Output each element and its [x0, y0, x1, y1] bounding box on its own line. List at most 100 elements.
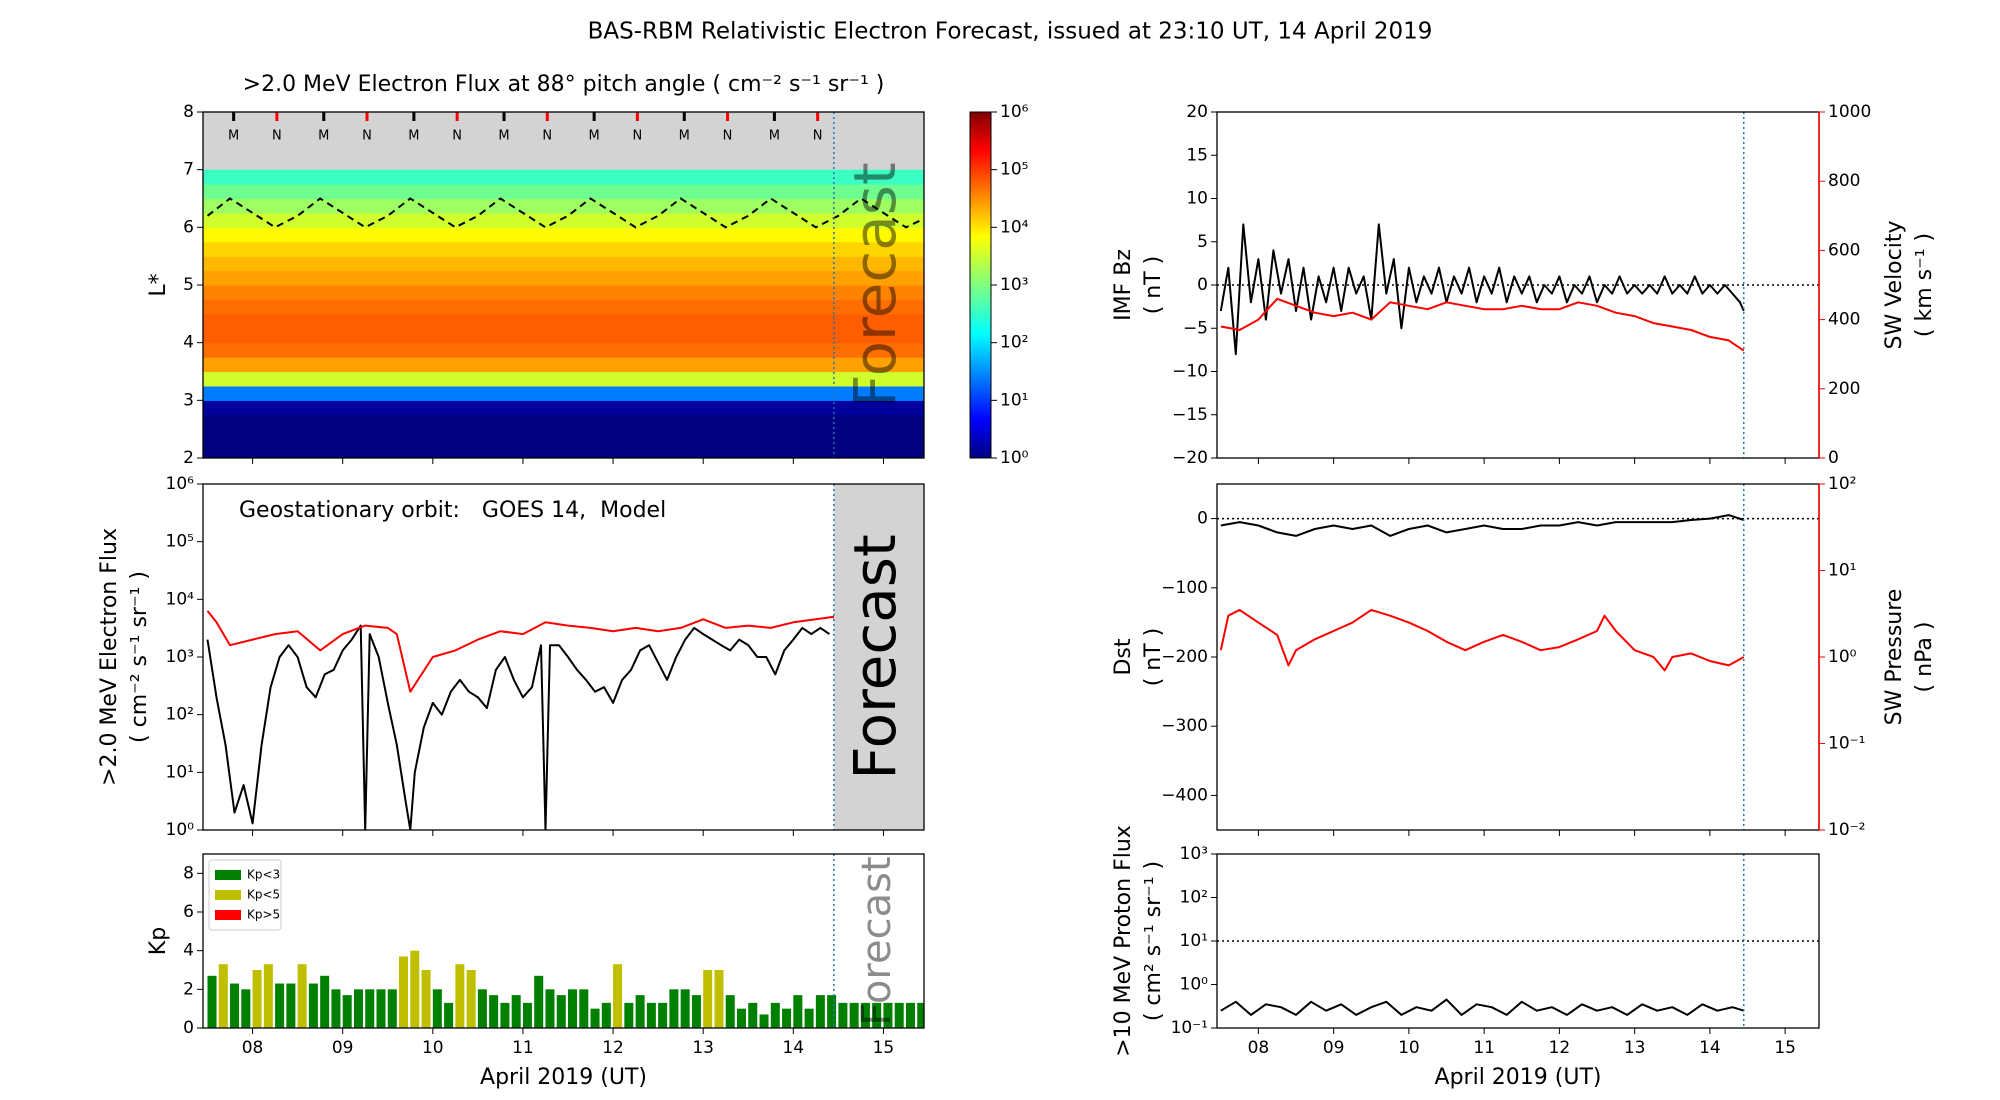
orbit-marker-label: M: [769, 129, 780, 144]
y-tick-label: 0: [1197, 275, 1208, 295]
y-tick-label: 0: [183, 1018, 194, 1038]
plot-area: Forecast: [207, 854, 924, 1028]
kp-bar: [714, 970, 724, 1028]
y2-axis-label: SW Pressure: [1882, 589, 1907, 726]
kp-bar: [320, 975, 330, 1028]
contour-line: [206, 197, 924, 229]
kp-bar: [613, 964, 623, 1028]
y-axis-label: ( nT ): [1141, 256, 1166, 315]
y-tick-label: −5: [1183, 318, 1208, 338]
heatmap-cell: [203, 256, 924, 272]
kp-bar: [297, 964, 307, 1028]
orbit-marker-label: N: [272, 129, 282, 144]
colorbar-tick-label: 10⁴: [1000, 217, 1029, 237]
data-line: [1219, 608, 1745, 672]
kp-bar: [421, 970, 431, 1028]
kp-bar: [703, 970, 713, 1028]
heatmap-cell: [203, 443, 924, 458]
kp-bar: [601, 1002, 611, 1028]
orbit-marker-label: M: [679, 129, 690, 144]
kp-bar: [241, 989, 251, 1028]
x-tick-label: 11: [1473, 1038, 1495, 1058]
kp-bar: [624, 1002, 634, 1028]
y-tick-label: 10⁰: [1180, 975, 1209, 995]
colorbar-tick-label: 10¹: [1000, 390, 1028, 410]
y-tick-label: 4: [183, 333, 194, 353]
y-axis-label: >10 MeV Proton Flux: [1111, 825, 1136, 1057]
orbit-marker-label: N: [542, 129, 552, 144]
data-line: [1219, 223, 1745, 356]
kp-bar: [736, 1008, 747, 1028]
kp-bar: [511, 995, 521, 1028]
orbit-marker-label: N: [813, 129, 823, 144]
heatmap-cell: [203, 212, 924, 228]
kp-bar: [782, 1008, 792, 1028]
y-tick-label: −200: [1161, 647, 1208, 667]
y2-tick-label: 1000: [1828, 102, 1871, 122]
heatmap-cell: [203, 184, 924, 200]
data-line: [1220, 998, 1745, 1016]
plot-area: [1217, 484, 1819, 830]
y-tick-label: 10²: [1180, 888, 1208, 908]
kp-bar: [838, 1002, 848, 1028]
kp-bar: [669, 989, 679, 1028]
heatmap-cell: [203, 198, 924, 214]
heatmap-cell: [203, 414, 924, 430]
kp-bar: [725, 995, 735, 1028]
x-tick-label: 10: [1398, 1038, 1420, 1058]
y-tick-label: 10⁵: [166, 532, 194, 552]
legend-swatch: [215, 890, 241, 900]
colorbar: [969, 111, 992, 459]
kp-bar: [849, 1002, 859, 1028]
data-line: [1220, 297, 1745, 352]
data-line: [206, 624, 830, 830]
colorbar-tick-label: 10³: [1000, 275, 1028, 295]
kp-bar: [568, 989, 578, 1028]
y-tick-label: 10³: [166, 647, 194, 667]
kp-bar: [770, 1002, 780, 1028]
kp-bar: [646, 1002, 656, 1028]
y-tick-label: 10⁻¹: [1171, 1018, 1208, 1038]
heatmap-cell: [203, 400, 924, 416]
kp-bar: [883, 1002, 893, 1028]
heatmap-cell: [203, 342, 924, 358]
y-tick-label: 6: [183, 217, 194, 237]
y2-axis-label: ( km s⁻¹ ): [1912, 233, 1937, 337]
x-axis-label: April 2019 (UT): [1435, 1065, 1602, 1090]
kp-bar: [263, 964, 273, 1028]
data-line: [206, 610, 924, 693]
heatmap-cell: [203, 169, 924, 185]
annotation: Geostationary orbit:: [239, 498, 460, 523]
colorbar-tick-label: 10⁰: [1000, 448, 1029, 468]
plot-frame: [202, 853, 925, 1029]
legend-label: Kp<5: [247, 888, 280, 902]
x-tick-label: 14: [782, 1038, 804, 1058]
plot-frame: [1216, 483, 1820, 831]
x-tick-label: 09: [1323, 1038, 1345, 1058]
heatmap-cell: [203, 385, 924, 401]
heatmap-cell: [203, 227, 924, 243]
y2-tick-label: 200: [1828, 379, 1860, 399]
y-tick-label: 10³: [1180, 844, 1208, 864]
x-tick-label: 14: [1699, 1038, 1721, 1058]
kp-bar: [286, 983, 296, 1028]
x-tick-label: 08: [242, 1038, 264, 1058]
kp-bar: [579, 989, 589, 1028]
kp-bar: [680, 989, 690, 1028]
y-tick-label: 10: [1186, 189, 1208, 209]
kp-bar: [917, 1002, 924, 1028]
y-axis-label: ( nT ): [1141, 628, 1166, 687]
y-tick-label: 8: [183, 102, 194, 122]
kp-bar: [489, 995, 499, 1028]
heatmap-cell: [203, 328, 924, 344]
y-tick-label: 3: [183, 390, 194, 410]
y-axis-label: ( cm⁻² s⁻¹ sr⁻¹ ): [127, 571, 152, 743]
legend-label: Model: [600, 498, 666, 523]
orbit-marker-label: M: [589, 129, 600, 144]
y-axis-label: Dst: [1111, 638, 1136, 675]
figure-title: BAS-RBM Relativistic Electron Forecast, …: [588, 19, 1433, 45]
kp-bar: [230, 983, 240, 1028]
y-tick-label: 20: [1186, 102, 1208, 122]
x-tick-label: 11: [512, 1038, 534, 1058]
x-tick-label: 10: [422, 1038, 444, 1058]
